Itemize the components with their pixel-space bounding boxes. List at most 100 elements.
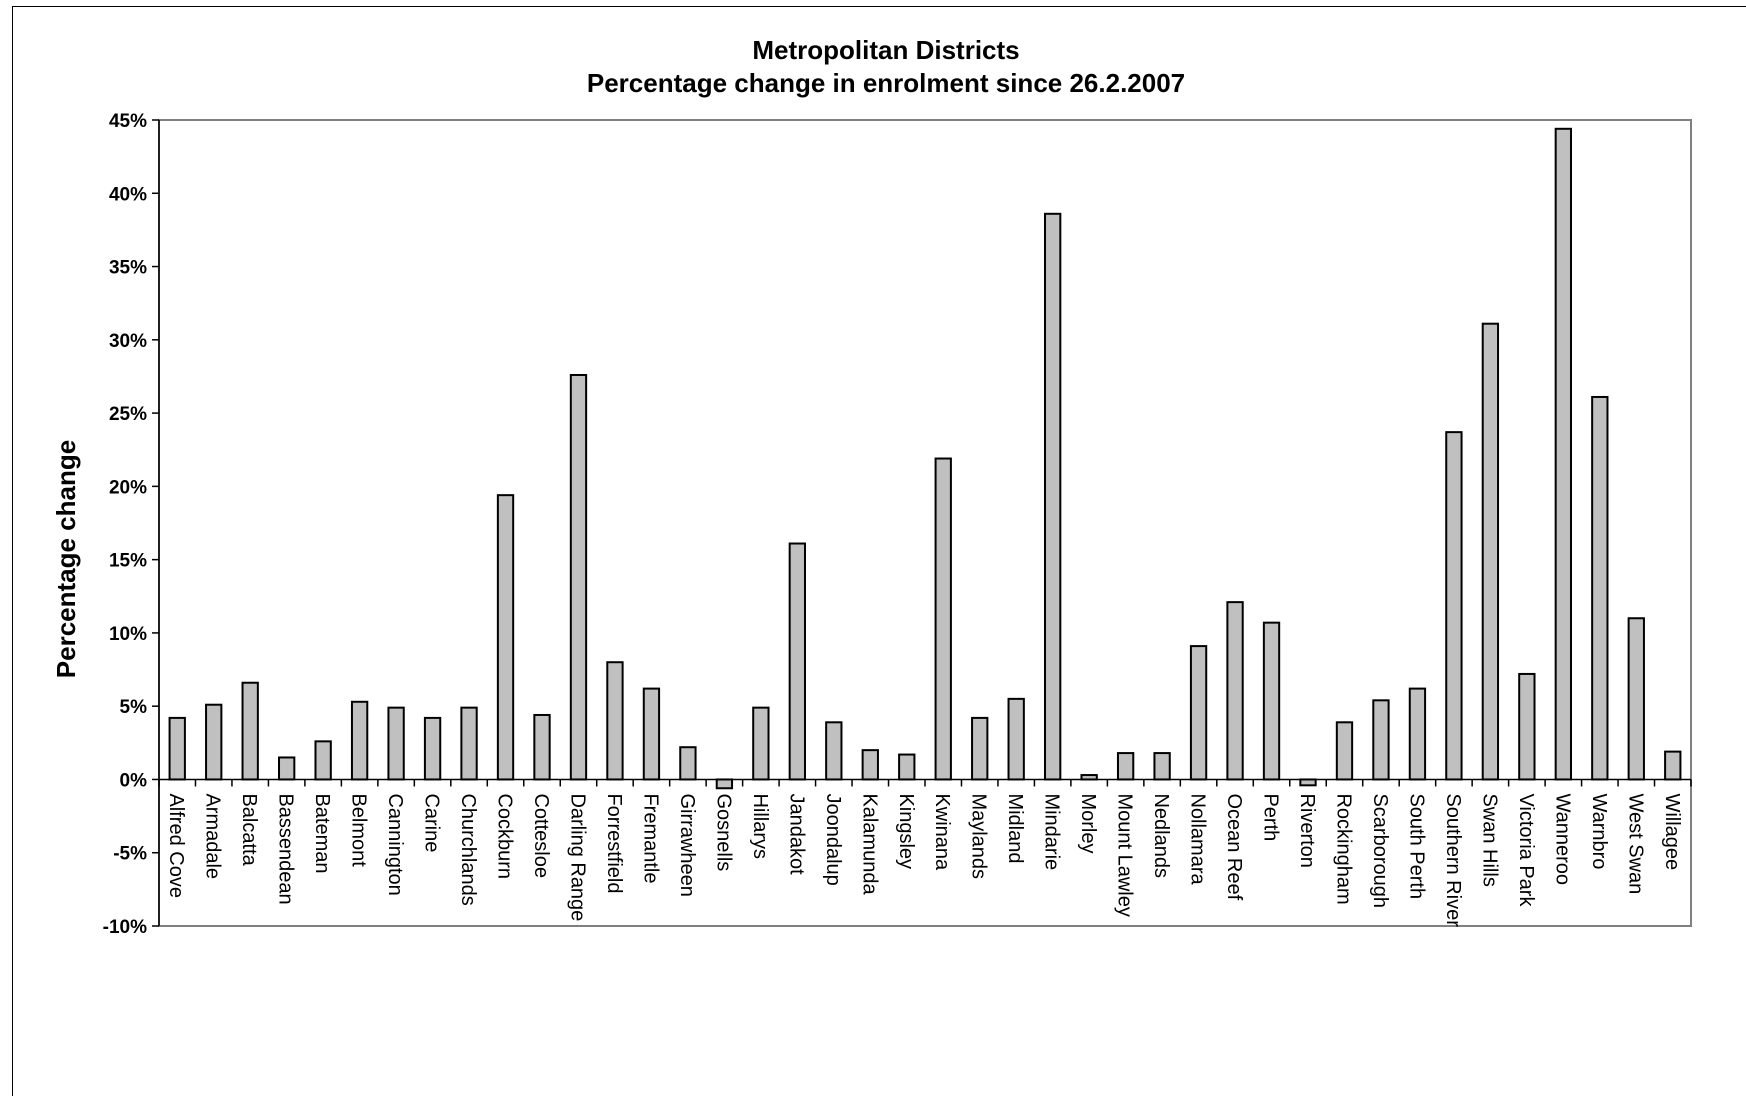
bar-swan-hills	[1481, 322, 1500, 781]
x-category-label: Armadale	[202, 793, 224, 879]
x-category-label: Cannington	[384, 793, 406, 895]
chart-title-line-1: Metropolitan Districts	[752, 35, 1019, 65]
x-category-label: Forrestfield	[603, 793, 625, 893]
y-tick-label: 40%	[109, 184, 147, 205]
x-category-label: Cockburn	[494, 793, 516, 879]
x-category-label: Willagee	[1661, 793, 1683, 870]
bar-gosnells	[715, 778, 734, 790]
x-category-label: Mount Lawley	[1114, 793, 1136, 916]
x-category-label: Swan Hills	[1478, 793, 1500, 886]
y-tick-label: 25%	[109, 404, 147, 425]
x-category-label: Kalamunda	[858, 793, 880, 895]
bar-kwinana	[934, 457, 952, 781]
bar-carine	[423, 716, 442, 781]
bar-belmont	[350, 700, 369, 781]
x-category-label: Ocean Reef	[1223, 793, 1245, 900]
bar-scarborough	[1372, 699, 1390, 781]
chart-title-line-2: Percentage change in enrolment since 26.…	[587, 68, 1185, 98]
bar-southern-river	[1445, 431, 1463, 781]
bar-maylands	[971, 716, 989, 781]
bar-mindarie	[1044, 212, 1062, 781]
x-category-label: Jandakot	[785, 793, 807, 875]
x-category-label: Carine	[421, 793, 443, 852]
chart-frame: Metropolitan Districts Percentage change…	[12, 6, 1746, 1096]
bar-jandakot	[788, 542, 806, 781]
x-category-label: Scarborough	[1369, 793, 1391, 908]
y-tick-label: 30%	[109, 331, 147, 352]
y-tick-label: 45%	[109, 111, 147, 132]
bar-cockburn	[496, 494, 515, 781]
x-category-label: South Perth	[1405, 793, 1427, 899]
x-category-label: Rockingham	[1332, 793, 1354, 904]
x-category-label: Morley	[1077, 793, 1099, 853]
y-axis-title: Percentage change	[51, 440, 81, 678]
bars-group	[168, 127, 1682, 790]
y-tick-label: 15%	[109, 551, 147, 572]
x-category-label: Alfred Cove	[165, 793, 187, 898]
bar-riverton	[1299, 778, 1317, 787]
bar-chart: Metropolitan Districts Percentage change…	[51, 35, 1692, 938]
bar-rockingham	[1335, 721, 1354, 781]
y-tick-label: 10%	[109, 624, 147, 645]
x-category-label: Perth	[1260, 793, 1282, 841]
x-category-label: West Swan	[1624, 793, 1646, 894]
x-category-label: Riverton	[1296, 793, 1318, 867]
x-category-label: Fremantle	[639, 793, 661, 883]
bar-joondalup	[825, 721, 843, 781]
bar-fremantle	[642, 687, 661, 781]
y-axis-ticks: 45% 40% 35% 30% 25% 20% 15% 10% 5% 0% -5% -10%	[103, 111, 159, 938]
x-category-label: Bateman	[311, 793, 333, 873]
bar-darling-range	[569, 373, 588, 781]
x-category-label: Southern River	[1442, 793, 1464, 927]
x-category-label: Bassendean	[275, 793, 297, 904]
bar-nollamara	[1189, 645, 1208, 781]
bar-wanneroo	[1554, 127, 1572, 781]
bar-kalamunda	[861, 749, 879, 781]
bar-warnbro	[1591, 395, 1609, 781]
y-tick-label: 20%	[109, 477, 147, 498]
bar-forrestfield	[606, 661, 624, 781]
x-category-label: Victoria Park	[1515, 793, 1537, 907]
y-tick-label: 35%	[109, 258, 147, 279]
bar-alfred-cove	[168, 716, 186, 781]
bar-cottesloe	[533, 713, 551, 781]
bar-west-swan	[1627, 617, 1645, 781]
y-tick-label: 0%	[120, 770, 148, 791]
x-category-label: Midland	[1004, 793, 1026, 863]
x-category-label: Kingsley	[895, 793, 917, 869]
bar-armadale	[205, 703, 223, 781]
x-axis-labels: Alfred Cove Armadale Balcatta Bassendean Bat…	[158, 779, 1692, 927]
bar-south-perth	[1408, 687, 1427, 781]
bar-midland	[1007, 697, 1025, 781]
bar-mount-lawley	[1116, 752, 1135, 781]
x-category-label: Joondalup	[822, 793, 844, 885]
x-category-label: Belmont	[348, 793, 370, 867]
x-category-label: Gosnells	[712, 793, 734, 871]
x-category-label: Nedlands	[1150, 793, 1172, 878]
x-category-label: Balcatta	[238, 793, 260, 866]
bar-girrawheen	[679, 746, 697, 781]
x-category-label: Wanneroo	[1551, 793, 1573, 885]
bar-kingsley	[898, 753, 916, 781]
y-tick-label: -5%	[113, 844, 147, 865]
x-category-label: Churchlands	[457, 793, 479, 905]
bar-churchlands	[460, 706, 478, 781]
y-tick-label: 5%	[120, 697, 148, 718]
bar-perth	[1262, 621, 1281, 781]
bar-balcatta	[241, 681, 259, 781]
y-tick-label: -10%	[103, 917, 147, 938]
x-category-label: Maylands	[968, 793, 990, 879]
x-category-label: Nollamara	[1187, 793, 1209, 885]
bar-ocean-reef	[1226, 601, 1244, 781]
x-category-label: Hillarys	[749, 793, 771, 859]
x-category-label: Cottesloe	[530, 793, 552, 878]
bar-hillarys	[752, 706, 770, 781]
x-category-label: Darling Range	[566, 793, 588, 921]
bar-victoria-park	[1518, 672, 1536, 781]
bar-bateman	[314, 740, 332, 781]
bar-nedlands	[1153, 752, 1171, 781]
x-category-label: Warnbro	[1588, 793, 1610, 869]
x-category-label: Girrawheen	[676, 793, 698, 896]
x-category-label: Mindarie	[1041, 793, 1063, 870]
bar-willagee	[1664, 750, 1682, 781]
